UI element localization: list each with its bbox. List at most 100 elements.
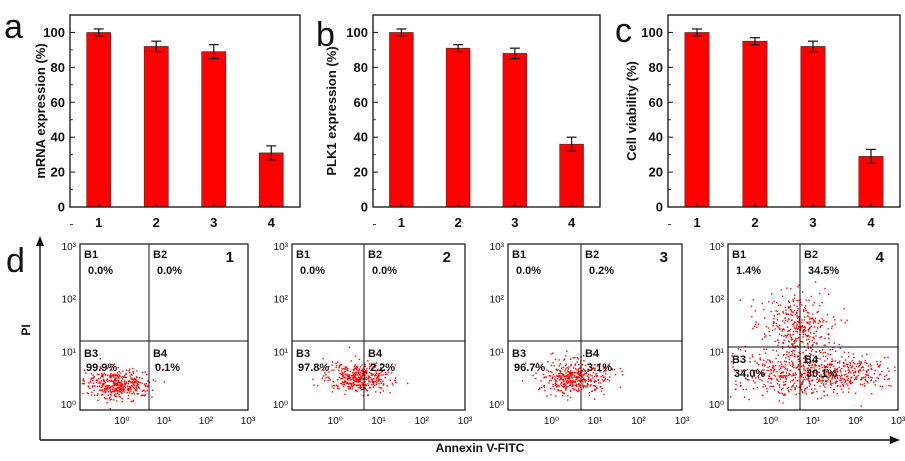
event-point	[798, 360, 800, 363]
y-tick-label: 40	[51, 130, 65, 145]
event-point	[836, 385, 839, 388]
event-point	[556, 375, 559, 378]
event-point	[810, 325, 813, 327]
event-point	[589, 363, 592, 365]
event-point	[576, 361, 578, 363]
event-point	[608, 379, 611, 382]
event-point	[818, 371, 820, 373]
event-point	[783, 374, 785, 377]
event-point	[807, 364, 810, 367]
event-point	[91, 385, 94, 387]
event-point	[814, 360, 816, 363]
event-point	[563, 382, 565, 385]
event-point	[784, 317, 786, 319]
event-point	[784, 334, 787, 337]
event-point	[822, 352, 825, 354]
event-point	[807, 322, 809, 325]
event-point	[368, 380, 370, 383]
event-point	[101, 393, 104, 396]
event-point	[541, 386, 543, 389]
event-point	[782, 371, 784, 374]
event-point	[574, 371, 576, 374]
event-point	[768, 375, 771, 378]
event-point	[111, 380, 113, 382]
event-point	[768, 365, 771, 368]
event-point	[791, 311, 793, 313]
event-point	[803, 372, 805, 375]
event-point	[806, 311, 809, 314]
event-point	[600, 390, 603, 392]
event-point	[859, 363, 862, 366]
event-point	[557, 377, 559, 380]
bar	[86, 32, 112, 208]
event-point	[373, 384, 376, 387]
y-tick-label: 0	[58, 200, 65, 215]
event-point	[585, 379, 587, 382]
quadrant-name: B2	[585, 249, 599, 261]
event-point	[579, 367, 581, 369]
event-point	[803, 369, 805, 371]
event-point	[569, 371, 571, 373]
event-point	[367, 384, 369, 387]
event-point	[96, 379, 99, 381]
event-point	[563, 359, 565, 361]
event-point	[553, 364, 555, 367]
event-point	[783, 335, 785, 337]
event-point	[567, 376, 569, 379]
event-point	[573, 376, 575, 378]
event-point	[364, 363, 366, 366]
event-point	[810, 367, 812, 369]
event-point	[119, 391, 121, 393]
event-point	[109, 391, 111, 393]
event-point	[352, 385, 355, 387]
event-point	[127, 388, 129, 391]
event-point	[603, 370, 606, 372]
event-point	[120, 376, 123, 378]
event-point	[739, 382, 742, 384]
event-point	[847, 377, 849, 380]
event-point	[823, 391, 825, 393]
flow-cytometry-panel: B10.0%B20.0%B399.9%B40.1%110³10²10¹10⁰10…	[6, 236, 905, 455]
event-point	[143, 395, 146, 397]
event-point	[555, 379, 557, 381]
event-point	[331, 364, 333, 366]
event-point	[581, 369, 583, 372]
event-point	[601, 387, 603, 390]
event-point	[129, 371, 131, 374]
event-point	[571, 383, 574, 386]
event-point	[357, 384, 359, 386]
event-point	[840, 380, 842, 382]
event-point	[357, 372, 360, 375]
event-point	[352, 377, 354, 380]
event-point	[765, 348, 768, 350]
event-point	[591, 390, 593, 393]
y-axis-arrow	[36, 236, 44, 246]
event-point	[359, 385, 362, 387]
event-point	[104, 390, 107, 392]
event-point	[827, 293, 830, 296]
event-point	[818, 378, 821, 380]
event-point	[354, 374, 356, 377]
event-point	[752, 356, 754, 358]
event-point	[130, 373, 132, 375]
event-point	[621, 374, 624, 376]
event-point	[103, 382, 105, 385]
event-point	[842, 391, 844, 393]
event-point	[316, 384, 319, 387]
event-point	[378, 383, 380, 385]
event-point	[101, 372, 103, 374]
event-point	[569, 379, 571, 382]
event-point	[112, 390, 114, 393]
event-point	[805, 299, 808, 301]
event-point	[592, 367, 594, 370]
event-point	[749, 361, 751, 363]
event-point	[107, 380, 109, 383]
event-point	[836, 380, 838, 383]
event-point	[790, 343, 793, 345]
event-point	[761, 379, 763, 382]
event-point	[785, 312, 787, 314]
event-point	[569, 390, 572, 392]
event-point	[115, 390, 117, 392]
event-point	[816, 377, 819, 379]
event-point	[780, 373, 782, 375]
